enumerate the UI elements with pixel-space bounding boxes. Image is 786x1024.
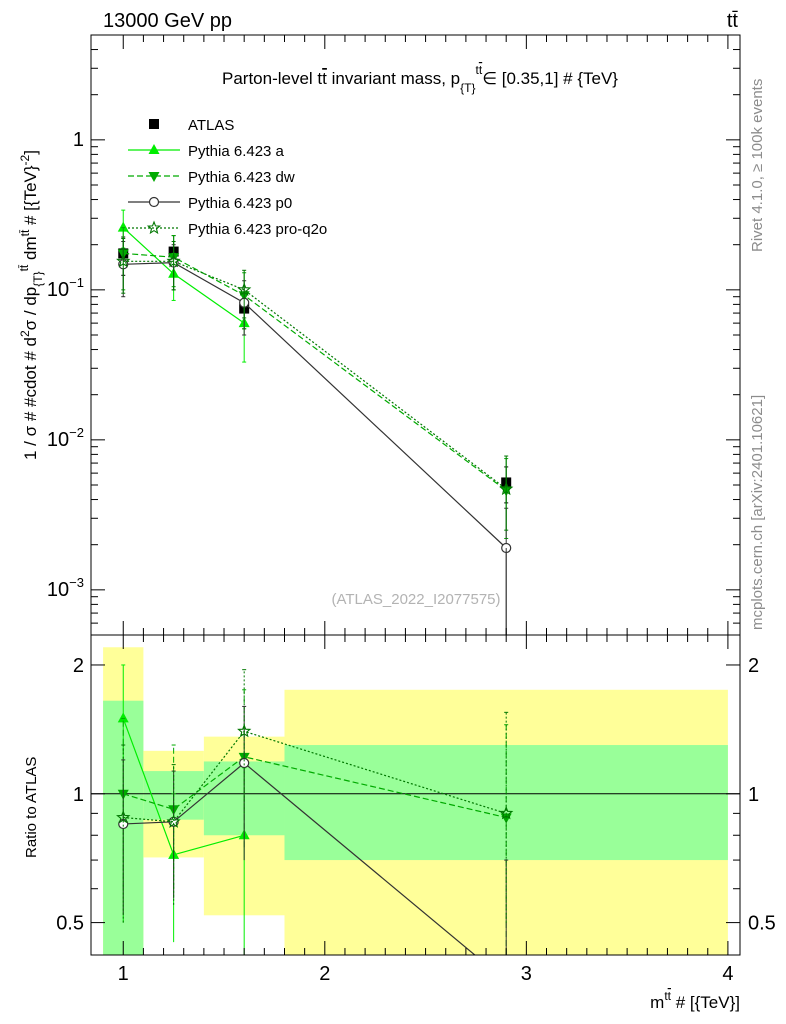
ratio-y-axis-label: Ratio to ATLAS bbox=[23, 757, 40, 858]
ratio-frame bbox=[90, 634, 741, 956]
legend: ATLAS Pythia 6.423 a Pythia 6.423 dw Pythia… bbox=[128, 117, 327, 238]
ratio-point bbox=[166, 814, 181, 828]
x-tick-label: 3 bbox=[521, 963, 532, 985]
y-tick-label: 1 bbox=[73, 129, 84, 151]
y-tick-exponent: −3 bbox=[69, 575, 84, 590]
ratio-point bbox=[499, 805, 514, 820]
ratio-y-tick-label-right: 0.5 bbox=[748, 913, 776, 935]
legend-label: Pythia 6.423 dw bbox=[188, 169, 295, 186]
main-y-axis-label: 1 / σ # #cdot # d2σ / dp{T}tt̄ dmtt̄ # [… bbox=[17, 150, 45, 460]
ratio-y-tick-label-right: 2 bbox=[748, 655, 759, 677]
series-line bbox=[123, 261, 507, 549]
y-tick-label: 10−1 bbox=[47, 275, 84, 301]
energy-label: 13000 GeV pp bbox=[103, 10, 232, 32]
ratio-point bbox=[116, 810, 131, 824]
x-tick-label: 4 bbox=[722, 963, 733, 985]
series-pythia-6-423-pro-q2o bbox=[116, 237, 514, 531]
data-point bbox=[499, 481, 514, 496]
x-tick-label: 2 bbox=[319, 963, 330, 985]
data-point bbox=[116, 253, 131, 268]
legend-marker bbox=[148, 196, 160, 208]
ratio-panel: 0.5 0.5 1 1 2 2 1 2 3 4 Ratio to ATLAS mtt # [{Te… bbox=[23, 634, 776, 1012]
process-label: tt̄ bbox=[727, 10, 739, 32]
ratio-line bbox=[123, 730, 507, 823]
ratio-line bbox=[123, 756, 507, 819]
series-pythia-6-423-p0 bbox=[118, 241, 512, 635]
mcplots-label: mcplots.cern.ch [arXiv:2401.10621] bbox=[749, 395, 766, 630]
data-point bbox=[237, 282, 252, 296]
y-tick-label: 10−3 bbox=[47, 575, 84, 601]
y-tick-label: 10−2 bbox=[47, 425, 84, 451]
ratio-y-tick-label-left: 2 bbox=[73, 655, 84, 677]
legend-marker bbox=[148, 172, 160, 182]
ratio-y-tick-label-right: 1 bbox=[748, 784, 759, 806]
rivet-version-label: Rivet 4.1.0, ≥ 100k events bbox=[749, 79, 766, 252]
main-plot-title: Parton-level tt invariant mass, p{T}tt∈ … bbox=[222, 63, 618, 95]
legend-marker bbox=[149, 119, 159, 129]
ratio-line bbox=[123, 762, 476, 955]
y-tick-exponent: −2 bbox=[69, 425, 84, 440]
legend-label: Pythia 6.423 pro-q2o bbox=[188, 221, 327, 238]
series-line bbox=[123, 252, 507, 491]
ratio-point bbox=[237, 723, 252, 738]
ratio-y-tick-label-left: 1 bbox=[73, 784, 84, 806]
series-line bbox=[123, 260, 507, 490]
ratio-y-tick-label-left: 0.5 bbox=[56, 913, 84, 935]
data-point bbox=[166, 253, 181, 268]
series-line bbox=[122, 227, 245, 324]
legend-label: Pythia 6.423 a bbox=[188, 143, 285, 160]
x-axis-label: mtt # [{TeV}] bbox=[650, 989, 740, 1012]
legend-marker bbox=[146, 220, 162, 235]
x-tick-label: 1 bbox=[118, 963, 129, 985]
main-panel: 1 10−1 10−2 10−3 Parton-level tt invariant … bbox=[17, 34, 741, 636]
analysis-watermark: (ATLAS_2022_I2077575) bbox=[331, 591, 500, 608]
data-point bbox=[117, 221, 129, 232]
legend-marker bbox=[148, 144, 160, 154]
legend-label: ATLAS bbox=[188, 117, 234, 134]
legend-label: Pythia 6.423 p0 bbox=[188, 195, 292, 212]
ratio-point bbox=[117, 712, 129, 723]
y-tick-exponent: −1 bbox=[69, 275, 84, 290]
ratio-series-pythia-6-423-pro-q2o bbox=[116, 669, 514, 923]
